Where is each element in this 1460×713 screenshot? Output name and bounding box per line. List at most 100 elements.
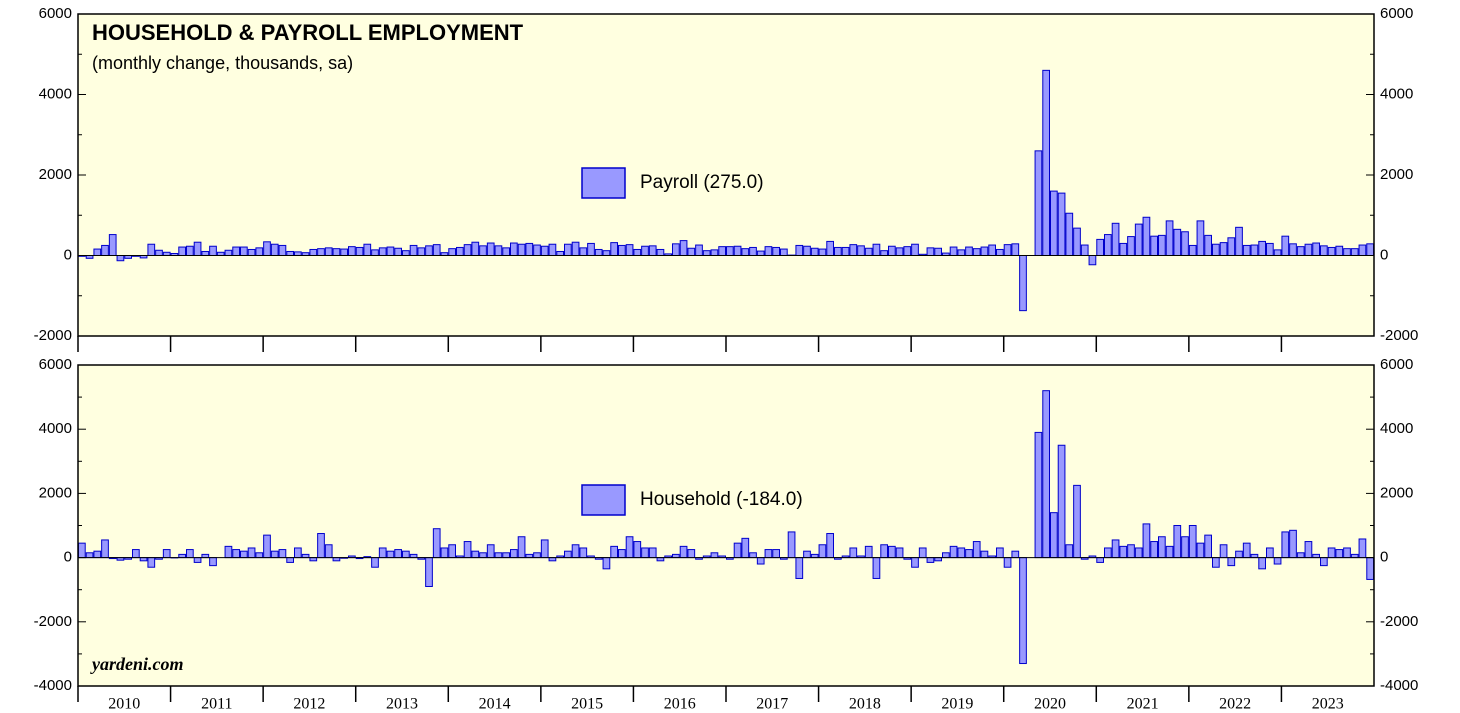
- bar: [494, 552, 503, 559]
- bar: [101, 539, 109, 559]
- bar: [479, 552, 487, 559]
- bar: [918, 547, 927, 559]
- bar: [980, 550, 989, 559]
- bar: [486, 242, 495, 257]
- bar: [965, 246, 973, 257]
- bar: [888, 545, 896, 559]
- bar: [1127, 236, 1135, 257]
- bar: [294, 547, 302, 559]
- bar: [1065, 212, 1074, 257]
- bar: [479, 245, 487, 256]
- bar: [162, 549, 171, 559]
- bar: [1281, 531, 1290, 559]
- bar: [456, 246, 464, 256]
- bar: [695, 244, 703, 257]
- bar: [533, 244, 541, 257]
- x-tick-label: 2015: [571, 696, 603, 713]
- bar: [926, 557, 935, 563]
- bar: [263, 241, 271, 257]
- bar: [378, 247, 387, 256]
- bar: [818, 248, 827, 256]
- bar: [247, 547, 256, 559]
- bar: [564, 243, 572, 256]
- x-tick-label: 2012: [293, 696, 325, 713]
- bar: [687, 549, 696, 559]
- legend-swatch: [581, 484, 626, 516]
- x-tick-label: 2010: [108, 696, 140, 713]
- bar: [1019, 557, 1027, 665]
- bar: [934, 247, 942, 257]
- bar: [1196, 542, 1205, 559]
- bar: [610, 242, 618, 256]
- bar: [1073, 227, 1081, 257]
- bar: [602, 250, 611, 256]
- bar: [1165, 545, 1174, 559]
- bar: [1096, 557, 1105, 563]
- x-tick-label: 2019: [941, 696, 973, 713]
- bar: [425, 245, 433, 256]
- bar: [1242, 244, 1251, 256]
- bar: [255, 552, 264, 559]
- chart-title: HOUSEHOLD & PAYROLL EMPLOYMENT: [92, 20, 524, 45]
- bar: [1057, 192, 1066, 257]
- y-tick-label: 4000: [39, 85, 72, 102]
- plot-area: [78, 365, 1374, 686]
- bar: [1042, 390, 1051, 559]
- bar: [193, 241, 202, 256]
- bar: [1050, 512, 1058, 559]
- bar: [1312, 242, 1321, 257]
- bar: [1204, 234, 1213, 256]
- bar: [903, 246, 912, 257]
- bar: [687, 247, 696, 257]
- bar: [340, 248, 348, 256]
- y-tick-label-right: 2000: [1380, 484, 1413, 501]
- y-tick-label-right: 0: [1380, 549, 1388, 566]
- bar: [841, 246, 850, 256]
- bar: [1304, 243, 1313, 256]
- bar: [363, 243, 372, 256]
- bar: [965, 549, 973, 559]
- bar: [1366, 243, 1374, 256]
- y-tick-label: 2000: [39, 166, 72, 183]
- bar: [772, 246, 780, 256]
- x-tick-label: 2018: [849, 696, 881, 713]
- bar: [93, 248, 102, 256]
- bar: [402, 550, 410, 559]
- bar: [1188, 244, 1197, 256]
- source: yardeni.com: [90, 654, 184, 674]
- bar: [1335, 245, 1344, 256]
- bar: [1003, 557, 1012, 568]
- bar: [432, 244, 441, 257]
- bar: [1065, 544, 1074, 559]
- bar: [1165, 220, 1174, 256]
- bar: [1042, 69, 1051, 256]
- bar: [618, 549, 626, 559]
- bar: [849, 547, 858, 559]
- bar: [780, 248, 788, 256]
- bar: [108, 234, 117, 257]
- bar: [85, 552, 94, 559]
- legend-label: Payroll (275.0): [640, 172, 764, 193]
- bar: [1073, 484, 1081, 559]
- x-tick-label: 2016: [664, 696, 696, 713]
- bar: [263, 534, 271, 559]
- bar: [494, 245, 503, 256]
- bar: [1034, 150, 1043, 257]
- bar: [394, 549, 402, 559]
- bar: [1227, 237, 1236, 256]
- bar: [371, 557, 379, 568]
- bar: [656, 248, 665, 256]
- bar: [510, 242, 518, 257]
- bar: [1142, 216, 1151, 256]
- y-tick-label: 6000: [39, 5, 72, 22]
- bar: [726, 246, 734, 257]
- bar: [1119, 242, 1128, 257]
- bar: [78, 542, 86, 559]
- bar: [463, 244, 472, 257]
- bar: [232, 549, 241, 559]
- bar: [209, 245, 217, 256]
- bar: [517, 243, 526, 256]
- bar: [1281, 235, 1290, 256]
- bars: [78, 390, 1374, 665]
- bar: [1204, 534, 1213, 559]
